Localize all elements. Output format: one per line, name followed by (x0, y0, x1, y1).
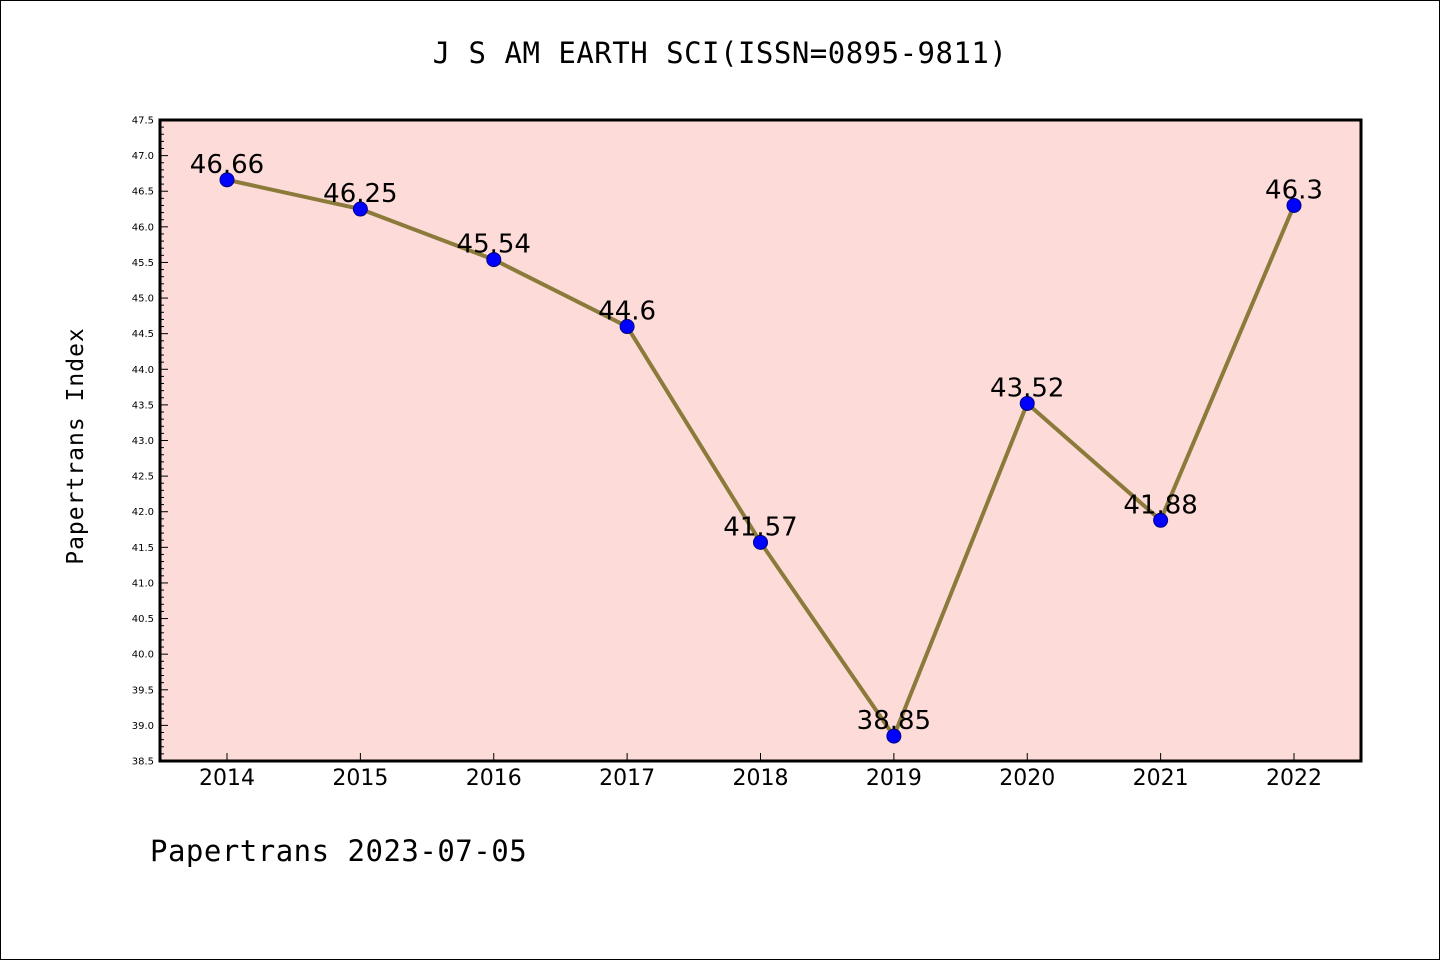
chart-title: J S AM EARTH SCI(ISSN=0895-9811) (432, 36, 1008, 70)
x-tick-label: 2017 (599, 766, 655, 791)
x-tick-label: 2021 (1133, 766, 1189, 791)
y-tick-label: 45.0 (132, 294, 154, 305)
data-label: 46.25 (323, 179, 397, 209)
data-point (219, 172, 235, 188)
y-tick-label: 46.5 (132, 187, 154, 198)
data-series (219, 172, 1302, 744)
data-point (886, 728, 902, 744)
x-tick-label: 2020 (999, 766, 1055, 791)
y-tick-label: 42.5 (132, 472, 154, 483)
data-label: 43.52 (990, 373, 1064, 403)
data-label: 41.88 (1123, 490, 1197, 520)
x-tick-label: 2015 (332, 766, 388, 791)
y-tick-label: 40.0 (132, 650, 154, 661)
data-point (1019, 395, 1035, 411)
y-tick-label: 39.5 (132, 685, 154, 696)
x-tick-label: 2022 (1266, 766, 1322, 791)
data-point (486, 252, 502, 268)
y-tick-label: 38.5 (132, 757, 154, 768)
plot-area (160, 120, 1361, 761)
data-labels: 46.66 46.25 45.54 44.6 41.57 38.85 43.52 41.88 4… (190, 150, 1323, 736)
y-tick-label: 44.5 (132, 329, 154, 340)
y-tick-label: 43.0 (132, 436, 154, 447)
y-tick-label: 44.0 (132, 365, 154, 376)
y-tick-label: 47.0 (132, 151, 154, 162)
y-tick-label: 41.0 (132, 578, 154, 589)
plot-border (158, 118, 1363, 763)
data-point (1286, 197, 1302, 213)
x-tick-label: 2016 (466, 766, 522, 791)
y-tick-label: 47.5 (132, 116, 154, 127)
y-tick-label: 46.0 (132, 222, 154, 233)
y-tick-label: 42.0 (132, 507, 154, 518)
data-label: 44.6 (598, 297, 656, 327)
data-label: 46.66 (190, 150, 264, 180)
data-label: 38.85 (857, 706, 931, 736)
y-tick-label: 43.5 (132, 400, 154, 411)
x-tick-label: 2019 (866, 766, 922, 791)
data-point (1153, 512, 1169, 528)
y-axis-ticks: 38.5 39.0 39.5 40.0 40.5 41.0 41.5 42.0 42.5 43.0… (132, 116, 168, 768)
data-point (352, 201, 368, 217)
data-label: 45.54 (457, 230, 531, 260)
data-label: 46.3 (1265, 175, 1323, 205)
x-axis-ticks: 2014 2015 2016 2017 2018 2019 2020 2021 2022 (199, 753, 1322, 791)
data-point (619, 319, 635, 335)
data-point (753, 534, 768, 550)
x-tick-label: 2018 (733, 766, 789, 791)
x-tick-label: 2014 (199, 766, 255, 791)
y-tick-label: 41.5 (132, 543, 154, 554)
y-tick-label: 45.5 (132, 258, 154, 269)
y-tick-label: 40.5 (132, 614, 154, 625)
y-tick-label: 39.0 (132, 721, 154, 732)
footer-caption: Papertrans 2023-07-05 (150, 834, 528, 868)
data-label: 41.57 (723, 512, 797, 542)
